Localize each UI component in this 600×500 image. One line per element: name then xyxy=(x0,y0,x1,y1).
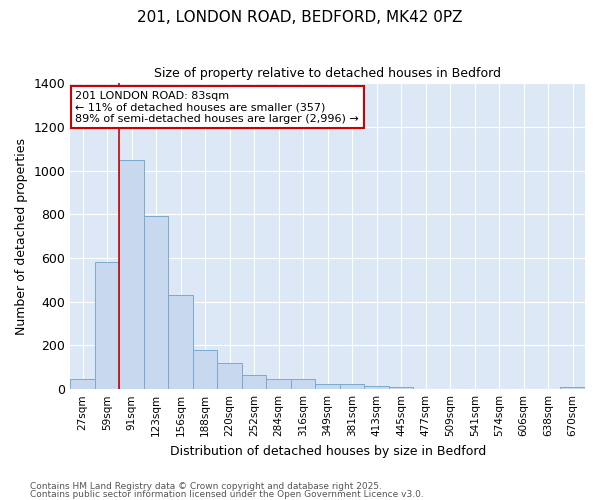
Y-axis label: Number of detached properties: Number of detached properties xyxy=(15,138,28,334)
Bar xyxy=(193,350,217,389)
Bar xyxy=(70,378,95,389)
Bar xyxy=(217,363,242,389)
Text: Contains HM Land Registry data © Crown copyright and database right 2025.: Contains HM Land Registry data © Crown c… xyxy=(30,482,382,491)
Bar xyxy=(266,380,291,389)
Bar xyxy=(340,384,364,389)
Bar xyxy=(389,388,413,389)
Bar xyxy=(364,386,389,389)
Text: Contains public sector information licensed under the Open Government Licence v3: Contains public sector information licen… xyxy=(30,490,424,499)
Bar xyxy=(144,216,169,389)
Bar xyxy=(169,295,193,389)
Text: 201 LONDON ROAD: 83sqm
← 11% of detached houses are smaller (357)
89% of semi-de: 201 LONDON ROAD: 83sqm ← 11% of detached… xyxy=(76,90,359,124)
Bar xyxy=(242,375,266,389)
Bar xyxy=(119,160,144,389)
Bar xyxy=(560,387,585,389)
Bar xyxy=(291,379,316,389)
Bar xyxy=(95,262,119,389)
X-axis label: Distribution of detached houses by size in Bedford: Distribution of detached houses by size … xyxy=(170,444,486,458)
Bar xyxy=(316,384,340,389)
Text: 201, LONDON ROAD, BEDFORD, MK42 0PZ: 201, LONDON ROAD, BEDFORD, MK42 0PZ xyxy=(137,10,463,25)
Title: Size of property relative to detached houses in Bedford: Size of property relative to detached ho… xyxy=(154,68,501,80)
